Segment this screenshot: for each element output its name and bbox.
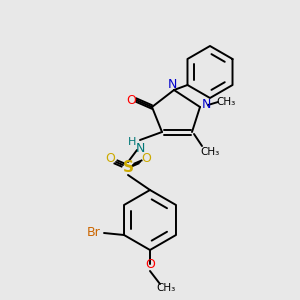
Text: CH₃: CH₃ — [216, 97, 236, 107]
Text: S: S — [122, 160, 134, 175]
Text: CH₃: CH₃ — [156, 283, 176, 293]
Text: O: O — [141, 152, 151, 164]
Text: O: O — [145, 259, 155, 272]
Text: Br: Br — [87, 226, 101, 239]
Text: CH₃: CH₃ — [200, 147, 220, 157]
Text: O: O — [126, 94, 136, 106]
Text: H: H — [128, 137, 136, 147]
Text: N: N — [201, 98, 211, 112]
Text: O: O — [105, 152, 115, 164]
Text: N: N — [167, 77, 177, 91]
Text: N: N — [135, 142, 145, 154]
